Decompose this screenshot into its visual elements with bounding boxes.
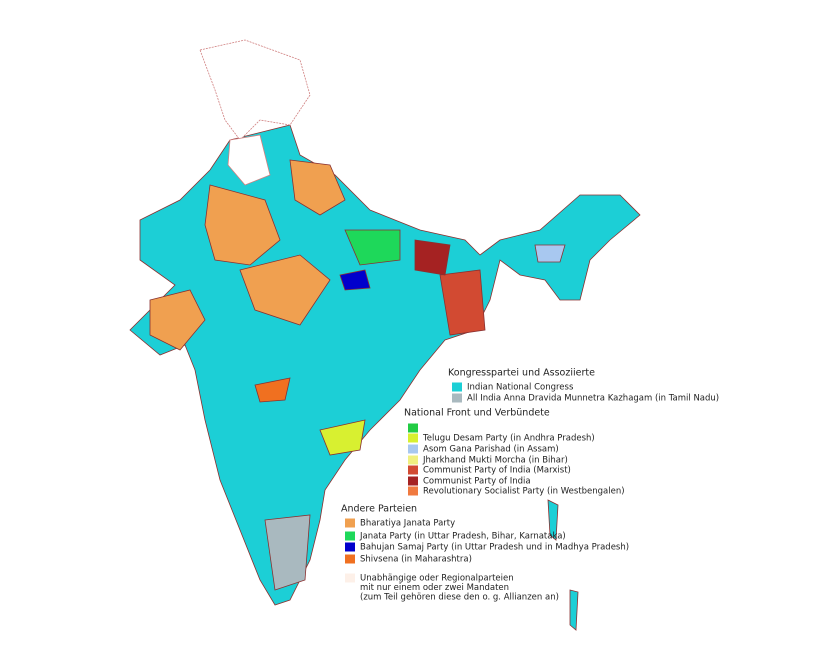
legend-label: Bahujan Samaj Party (in Uttar Pradesh un… bbox=[360, 543, 629, 553]
legend-label: Communist Party of India bbox=[423, 477, 531, 487]
legend-swatch bbox=[408, 444, 418, 454]
legend-label: Bharatiya Janata Party bbox=[360, 519, 455, 529]
cpm-bengal bbox=[439, 269, 486, 336]
cpi bbox=[414, 239, 451, 276]
legend-label: Jharkhand Mukti Morcha (in Bihar) bbox=[422, 456, 568, 466]
legend-swatch bbox=[408, 455, 418, 465]
legend-label: Janata Party (in Uttar Pradesh, Bihar, K… bbox=[359, 532, 566, 542]
legend-swatch bbox=[345, 531, 355, 541]
legend-swatch bbox=[408, 476, 418, 486]
legend-swatch bbox=[345, 554, 355, 564]
legend-label: Shivsena (in Maharashtra) bbox=[360, 555, 472, 565]
legend-label: All India Anna Dravida Munnetra Kazhagam… bbox=[467, 394, 719, 404]
legend-label: Telugu Desam Party (in Andhra Pradesh) bbox=[422, 434, 595, 444]
shivsena bbox=[254, 377, 291, 403]
janata-bihar bbox=[344, 229, 401, 266]
legend-swatch bbox=[452, 382, 462, 392]
legend-swatch bbox=[408, 433, 418, 443]
legend-swatch bbox=[408, 465, 418, 475]
agp-assam bbox=[534, 244, 566, 263]
legend-label: Revolutionary Socialist Party (in Westbe… bbox=[423, 487, 625, 497]
legend-label: Asom Gana Parishad (in Assam) bbox=[423, 445, 559, 455]
bjp-rajasthan bbox=[204, 184, 281, 266]
legend-label: mit nur einem oder zwei Mandaten bbox=[360, 583, 509, 593]
kashmir bbox=[199, 39, 311, 141]
aiadmk bbox=[264, 514, 311, 591]
legend-swatch bbox=[345, 573, 355, 583]
legend-group-title: Andere Parteien bbox=[341, 504, 417, 515]
legend-group-title: National Front und Verbündete bbox=[404, 408, 550, 419]
map-shapes bbox=[129, 39, 641, 631]
legend-label: Indian National Congress bbox=[467, 383, 574, 393]
legend-label: Unabhängige oder Regionalparteien bbox=[360, 574, 514, 584]
bjp-mp bbox=[239, 254, 331, 326]
bsp bbox=[339, 269, 371, 291]
legend-swatch bbox=[408, 423, 418, 433]
legend-label: (zum Teil gehören diese den o. g. Allian… bbox=[360, 593, 559, 603]
himachal bbox=[227, 134, 271, 186]
legend: Kongresspartei und Assoziierte Indian Nat… bbox=[341, 368, 719, 603]
tdp bbox=[319, 419, 366, 456]
legend-swatch bbox=[345, 518, 355, 528]
legend-swatch bbox=[408, 486, 418, 496]
legend-group-title: Kongresspartei und Assoziierte bbox=[448, 368, 595, 379]
legend-swatch bbox=[345, 542, 355, 552]
bjp-up bbox=[289, 159, 346, 216]
bjp-gujarat bbox=[149, 289, 206, 351]
legend-swatch bbox=[452, 393, 462, 403]
andaman bbox=[547, 499, 579, 631]
legend-label: Communist Party of India (Marxist) bbox=[423, 466, 571, 476]
